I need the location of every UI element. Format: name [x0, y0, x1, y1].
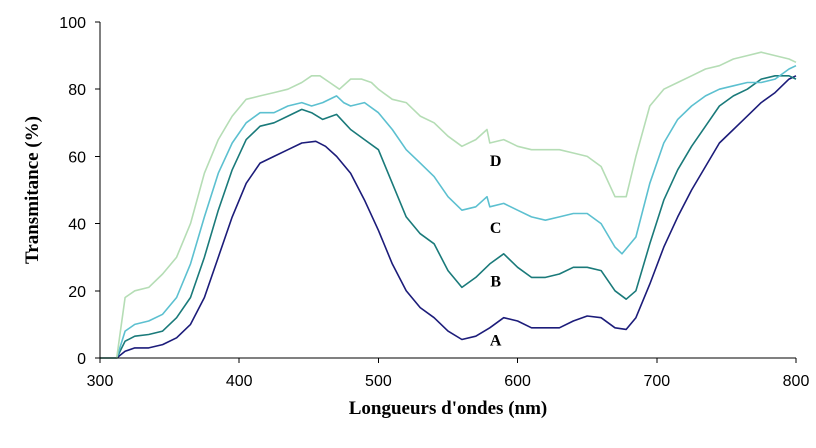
- x-tick-label: 500: [365, 373, 392, 390]
- y-tick-label: 80: [68, 82, 86, 99]
- y-tick-label: 100: [59, 15, 86, 32]
- series-label-b: B: [490, 274, 501, 291]
- series-line-a: [100, 75, 797, 359]
- y-tick-label: 60: [68, 149, 86, 166]
- series-line-c: [100, 64, 797, 359]
- series-line-d: [100, 51, 797, 359]
- x-axis-title: Longueurs d'ondes (nm): [349, 398, 548, 419]
- x-tick-label: 300: [87, 373, 114, 390]
- y-tick-label: 20: [68, 284, 86, 301]
- x-tick-label: 800: [783, 373, 810, 390]
- series-label-d: D: [490, 153, 502, 170]
- ticks-layer: 0 20 40 60 80 100 300 400 500 600 700 800: [59, 15, 809, 390]
- x-tick-label: 700: [643, 373, 670, 390]
- series-line-b: [100, 75, 797, 359]
- series-label-a: A: [490, 333, 502, 350]
- x-tick-label: 400: [226, 373, 253, 390]
- y-tick-label: 0: [77, 351, 86, 368]
- y-tick-label: 40: [68, 217, 86, 234]
- axes-layer: [99, 22, 796, 359]
- series-labels-layer: A B C D: [490, 153, 502, 350]
- series-layer: [100, 51, 797, 359]
- y-axis-title: Transmitance (%): [22, 116, 43, 264]
- series-label-c: C: [490, 220, 502, 237]
- x-tick-label: 600: [504, 373, 531, 390]
